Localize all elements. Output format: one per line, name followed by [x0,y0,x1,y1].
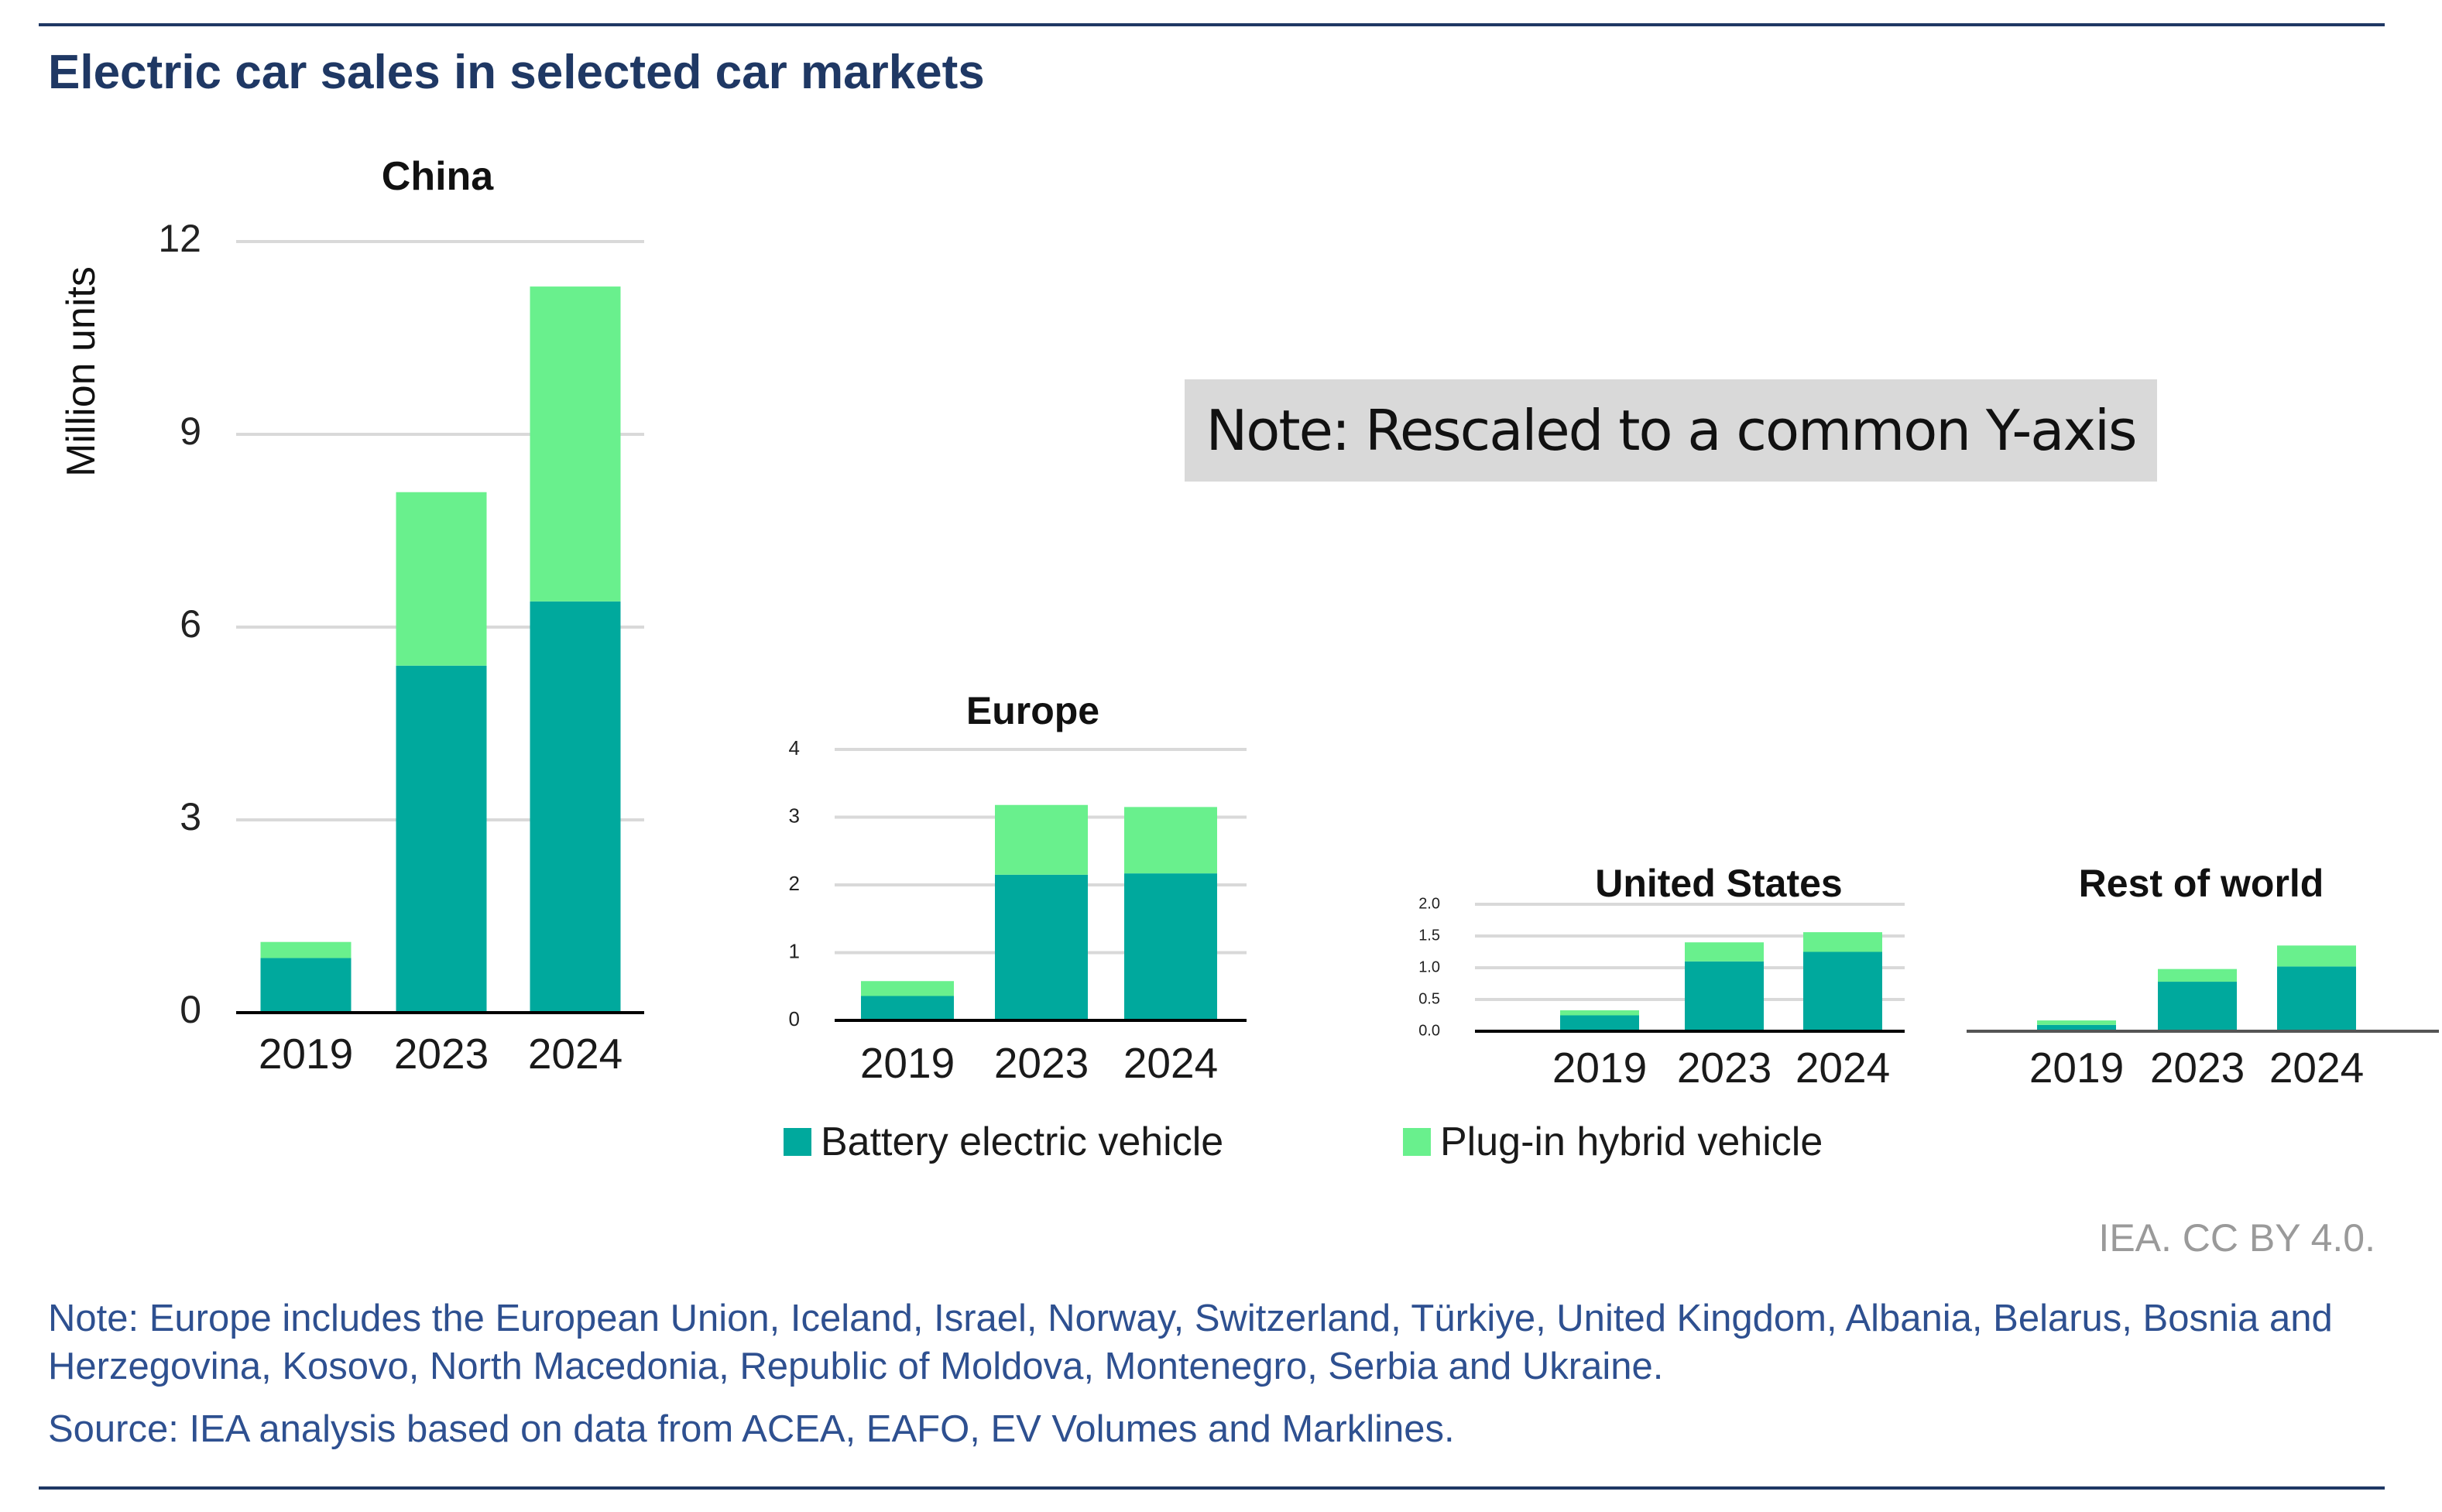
legend-label-phev: Plug-in hybrid vehicle [1440,1119,1823,1164]
europe-y-tick-label: 3 [789,804,800,827]
row-bar-phev-2023 [2158,969,2237,982]
europe-y-tick-label: 1 [789,939,800,962]
row-bar-phev-2019 [2037,1020,2116,1025]
china-y-tick-label: 12 [158,217,201,260]
row-bar-bev-2024 [2277,966,2356,1031]
europe-y-tick-label: 0 [789,1007,800,1030]
legend-label-bev: Battery electric vehicle [821,1119,1224,1164]
us-x-tick-label: 2024 [1795,1044,1890,1092]
row-x-tick-label: 2019 [2029,1044,2124,1092]
europe-y-tick-label: 2 [789,872,800,895]
europe-bar-bev-2024 [1124,873,1217,1020]
china-x-tick-label: 2019 [259,1030,353,1078]
credit-text: IEA. CC BY 4.0. [2098,1216,2375,1260]
europe-panel-title: Europe [966,689,1099,732]
china-panel-title: China [382,154,495,199]
legend-swatch-phev [1403,1128,1431,1156]
page-title: Electric car sales in selected car marke… [48,46,985,99]
row-x-tick-label: 2023 [2150,1044,2245,1092]
china-bar-bev-2023 [396,665,487,1013]
note-text: Note: Europe includes the European Union… [48,1298,2333,1387]
us-bar-bev-2023 [1685,961,1764,1031]
europe-x-tick-label: 2019 [860,1039,955,1087]
europe-bar-phev-2019 [861,981,954,996]
us-y-tick-label: 1.0 [1418,958,1440,975]
europe-bar-bev-2019 [861,996,954,1020]
us-bar-phev-2023 [1685,942,1764,962]
china-x-tick-label: 2024 [528,1030,623,1078]
source-text: Source: IEA analysis based on data from … [48,1408,1455,1450]
us-y-tick-label: 0.5 [1418,990,1440,1007]
europe-bar-phev-2023 [995,804,1088,875]
us-x-tick-label: 2019 [1552,1044,1647,1092]
europe-x-tick-label: 2023 [994,1039,1089,1087]
legend-item-phev: Plug-in hybrid vehicle [1403,1119,1823,1165]
row-bar-bev-2023 [2158,982,2237,1031]
row-bar-phev-2024 [2277,945,2356,967]
bottom-rule [39,1486,2385,1490]
europe-bar-phev-2024 [1124,807,1217,874]
china-bar-phev-2023 [396,492,487,666]
china-x-tick-label: 2023 [394,1030,489,1078]
legend-swatch-bev [784,1128,811,1156]
rescale-note: Note: Rescaled to a common Y-axis [1185,379,2157,482]
china-y-axis-label: Million units [59,266,104,477]
europe-x-tick-label: 2024 [1123,1039,1218,1087]
row-bar-bev-2019 [2037,1024,2116,1031]
europe-bar-bev-2023 [995,874,1088,1020]
us-y-tick-label: 2.0 [1418,895,1440,912]
china-bar-bev-2019 [260,958,352,1013]
china-y-tick-label: 6 [180,602,201,646]
us-y-tick-label: 0.0 [1418,1022,1440,1039]
china-y-tick-label: 3 [180,795,201,838]
china-y-tick-label: 9 [180,410,201,453]
us-x-tick-label: 2023 [1677,1044,1771,1092]
row-x-tick-label: 2024 [2269,1044,2364,1092]
us-bar-phev-2024 [1803,932,1882,952]
china-bar-bev-2024 [530,601,621,1013]
legend-item-bev: Battery electric vehicle [784,1119,1223,1165]
us-y-tick-label: 1.5 [1418,927,1440,944]
europe-y-tick-label: 4 [789,736,800,759]
china-bar-phev-2019 [260,941,352,958]
us-panel-title: United States [1595,862,1843,905]
top-rule [39,23,2385,26]
us-bar-phev-2019 [1560,1010,1639,1016]
row-panel-title: Rest of world [2079,862,2324,905]
us-bar-bev-2019 [1560,1015,1639,1031]
us-bar-bev-2024 [1803,951,1882,1031]
china-bar-phev-2024 [530,286,621,602]
china-y-tick-label: 0 [180,988,201,1031]
